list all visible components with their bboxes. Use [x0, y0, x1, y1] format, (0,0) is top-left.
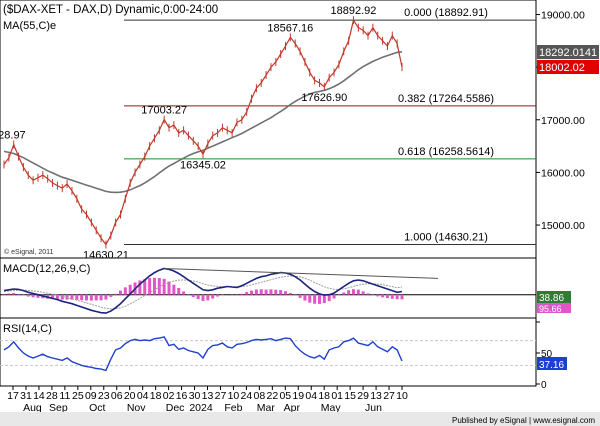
last-price-badge: 18002.02 — [537, 60, 599, 74]
macd-label: MACD(12,26,9,C) — [3, 263, 90, 275]
x-day-label: 24 — [241, 390, 253, 402]
rsi-value-text: 37.16 — [539, 360, 564, 371]
x-day-label: 27 — [383, 390, 395, 402]
rsi-y-tick-label: 50 — [541, 349, 553, 360]
x-day-label: 25 — [72, 390, 84, 402]
x-day-label: 04 — [305, 390, 317, 402]
x-day-label: 13 — [370, 390, 382, 402]
price-y-tick-label: 19000.00 — [541, 10, 585, 22]
x-day-label: 28 — [46, 390, 58, 402]
x-day-label: 02 — [163, 390, 175, 402]
ma-label: MA(55,C)e — [3, 20, 56, 32]
macd-value-badge: 38.86 — [537, 291, 571, 304]
x-day-label: 01 — [331, 390, 343, 402]
price-y-tick-label: 17000.00 — [541, 115, 585, 127]
x-month-label: May — [321, 402, 342, 414]
price-panel-frame — [0, 0, 537, 259]
x-day-label: 05 — [279, 390, 291, 402]
price-annotation: 14630.21 — [83, 250, 129, 262]
x-day-label: 10 — [396, 390, 408, 402]
last-price-text: 18002.02 — [539, 62, 585, 74]
x-month-label: Apr — [284, 402, 301, 414]
x-month-label: 2024 — [189, 402, 213, 414]
ma-value-badge: 18292.0141 — [537, 45, 599, 59]
x-month-label: Nov — [127, 402, 146, 414]
x-day-label: 30 — [189, 390, 201, 402]
footer-bar — [0, 412, 600, 426]
price-annotation: 18567.16 — [267, 22, 313, 34]
x-day-label: 18 — [318, 390, 330, 402]
ma-value-text: 18292.0141 — [539, 47, 597, 59]
x-day-label: 10 — [228, 390, 240, 402]
x-month-label: Feb — [224, 402, 242, 414]
x-day-label: 16 — [176, 390, 188, 402]
x-day-label: 19 — [292, 390, 304, 402]
rsi-line — [3, 336, 403, 372]
x-day-label: 20 — [124, 390, 136, 402]
chart-title: ($DAX-XET - DAX,D) Dynamic,0:00-24:00 — [3, 4, 218, 16]
price-annotation: 528.97 — [0, 130, 26, 142]
price-annotation: 17003.27 — [141, 105, 187, 117]
rsi-value-badge: 37.16 — [537, 357, 567, 371]
macd-signal-line — [3, 275, 403, 310]
x-month-label: Aug — [23, 402, 42, 414]
price-y-tick-label: 15000.00 — [541, 220, 585, 232]
copyright-text: © eSignal, 2011 — [4, 248, 54, 256]
macd-signal-text: 95.66 — [539, 304, 562, 314]
macd-line — [3, 267, 403, 314]
price-annotation: 17626.90 — [301, 92, 347, 104]
rsi-label: RSI(14,C) — [3, 323, 52, 335]
x-day-label: 27 — [215, 390, 227, 402]
footer-text: Published by eSignal | www.esignal.com — [452, 416, 595, 425]
price-annotation: 18892.92 — [331, 5, 377, 17]
rsi-y-tick-label: 0 — [541, 380, 547, 391]
macd-signal-badge: 95.66 — [537, 303, 571, 314]
x-day-label: 09 — [85, 390, 97, 402]
price-annotation: 16345.02 — [180, 159, 226, 171]
x-day-label: 23 — [98, 390, 110, 402]
fib-label: 1.000 (14630.21) — [404, 232, 488, 244]
x-month-label: Sep — [49, 402, 68, 414]
x-day-label: 08 — [254, 390, 266, 402]
x-day-label: 14 — [33, 390, 45, 402]
price-y-tick-label: 16000.00 — [541, 167, 585, 179]
macd-divergence-line — [164, 268, 439, 279]
macd-panel-frame — [0, 257, 537, 319]
x-day-label: 17 — [7, 390, 19, 402]
x-month-label: Dec — [166, 402, 185, 414]
x-day-label: 11 — [59, 390, 70, 402]
fib-label: 0.000 (18892.91) — [404, 7, 488, 19]
rsi-panel-frame — [0, 317, 537, 387]
x-day-label: 13 — [202, 390, 214, 402]
x-month-label: Jun — [365, 402, 382, 414]
x-day-label: 18 — [150, 390, 162, 402]
x-day-label: 06 — [111, 390, 123, 402]
x-day-label: 04 — [137, 390, 149, 402]
x-day-label: 15 — [344, 390, 356, 402]
fib-label: 0.382 (17264.5586) — [398, 93, 494, 105]
x-day-label: 22 — [266, 390, 278, 402]
macd-value-text: 38.86 — [539, 293, 564, 304]
x-month-label: Oct — [89, 402, 105, 414]
x-day-label: 29 — [357, 390, 369, 402]
fib-label: 0.618 (16258.5614) — [398, 146, 494, 158]
x-month-label: Mar — [257, 402, 276, 414]
x-day-label: 31 — [20, 390, 32, 402]
